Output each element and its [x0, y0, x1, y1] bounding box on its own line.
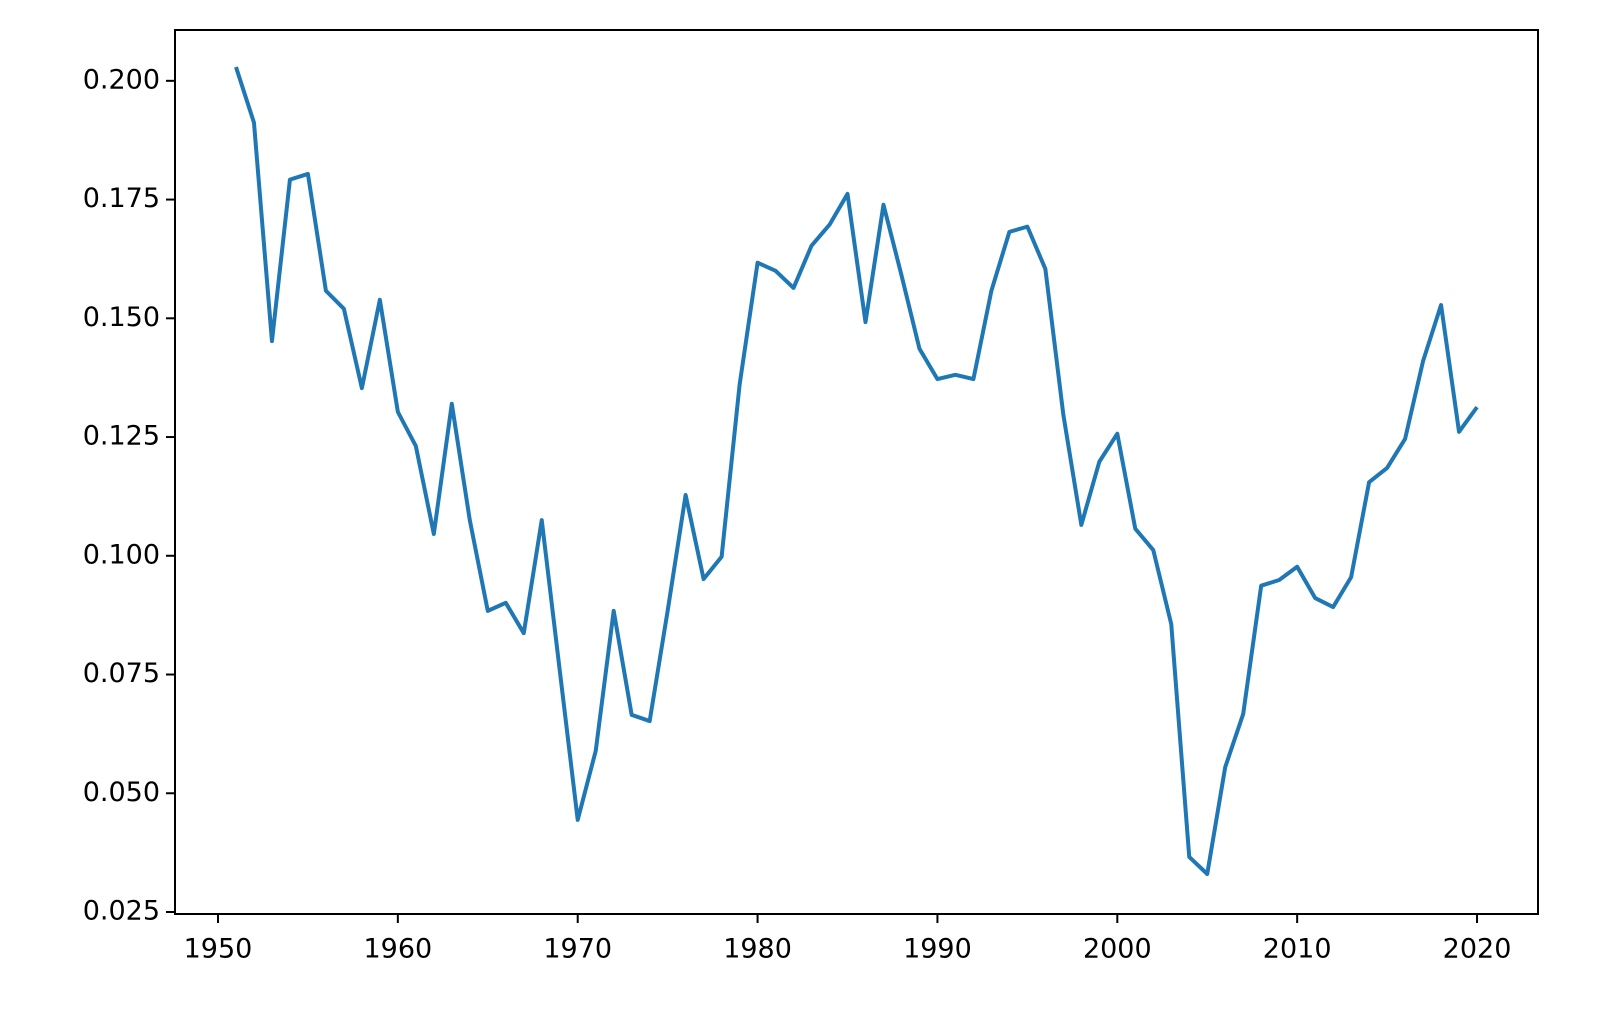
- plot-frame: [174, 29, 1539, 915]
- x-tick-label: 1980: [723, 934, 792, 965]
- y-tick-label: 0.075: [83, 658, 160, 689]
- y-tick-label: 0.100: [83, 539, 160, 570]
- y-tick-label: 0.175: [83, 183, 160, 214]
- x-tick-label: 1960: [363, 934, 432, 965]
- x-tick-label: 1950: [184, 934, 253, 965]
- y-tick-label: 0.150: [83, 302, 160, 333]
- x-tick-label: 2020: [1443, 934, 1512, 965]
- y-tick-label: 0.050: [83, 777, 160, 808]
- line: [234, 66, 1479, 877]
- x-tick-label: 2000: [1083, 934, 1152, 965]
- x-tick-label: 1970: [543, 934, 612, 965]
- y-tick-label: 0.200: [83, 64, 160, 95]
- y-tick-label: 0.125: [83, 421, 160, 452]
- y-tick-label: 0.025: [83, 896, 160, 927]
- x-tick-label: 2010: [1263, 934, 1332, 965]
- x-tick-label: 1990: [903, 934, 972, 965]
